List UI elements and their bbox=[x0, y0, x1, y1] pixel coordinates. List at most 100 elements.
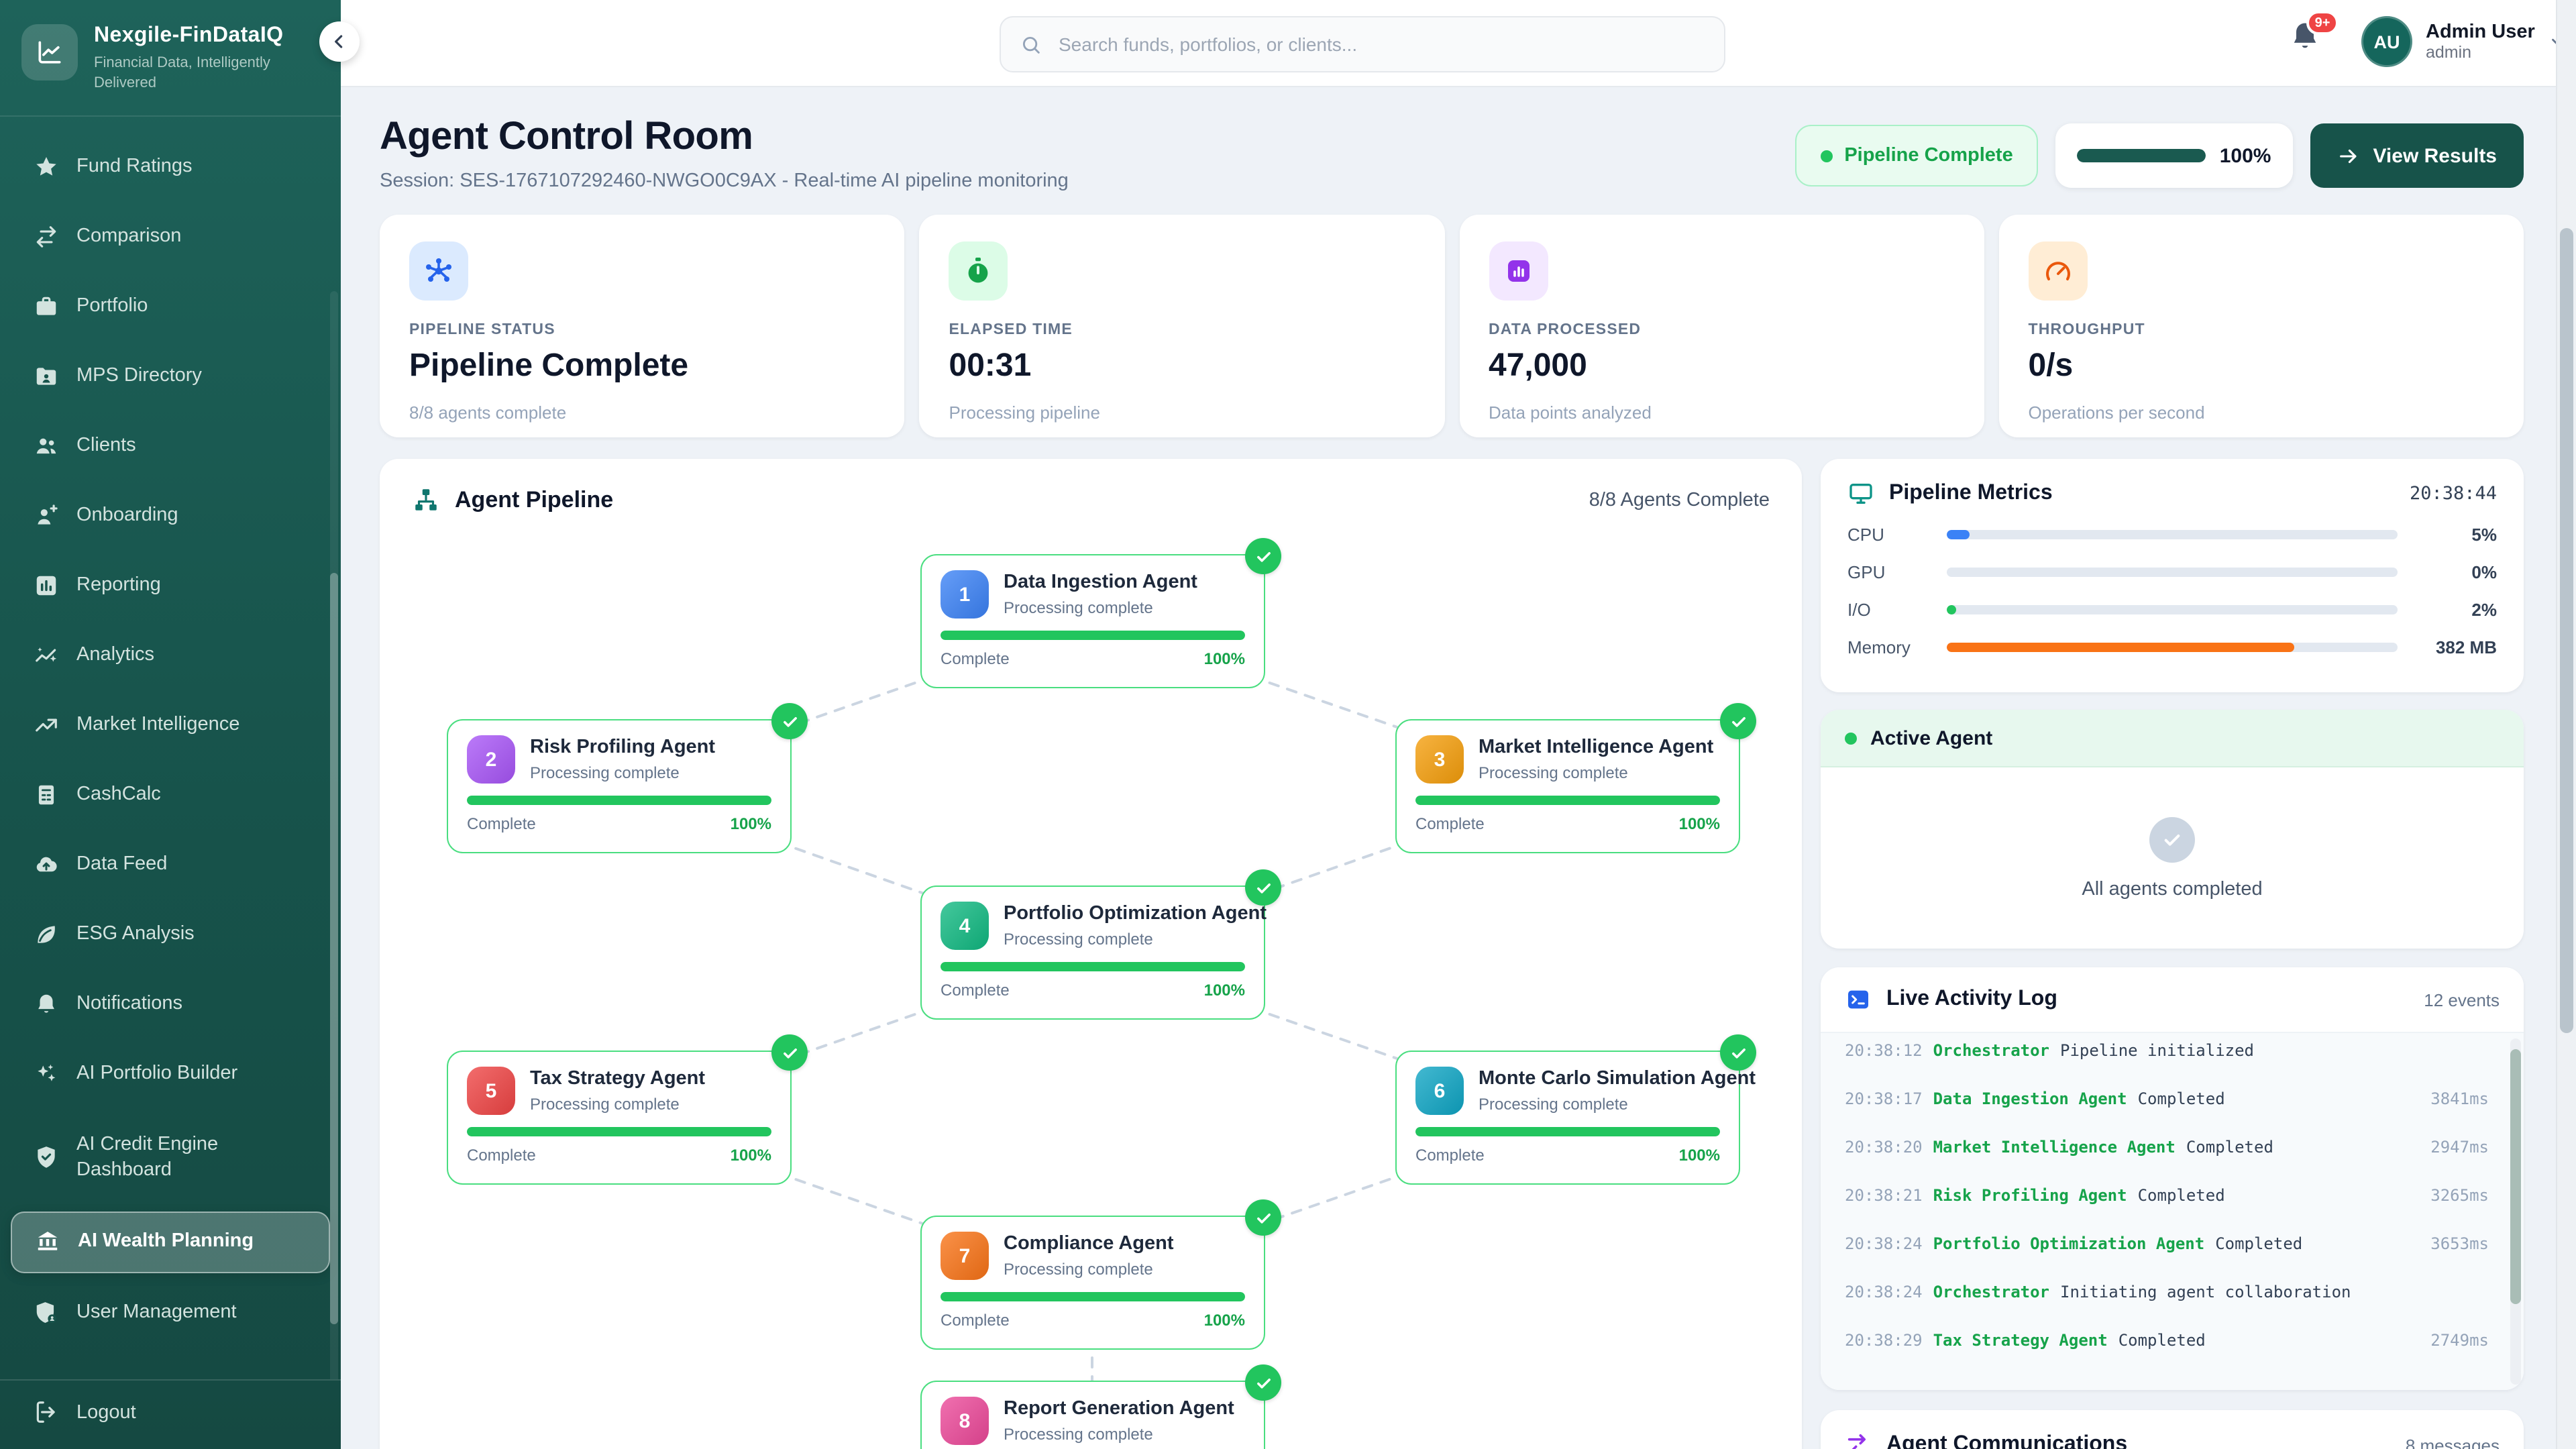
sidebar-item-clients[interactable]: Clients bbox=[11, 417, 330, 476]
bank-icon bbox=[34, 1229, 60, 1254]
cloud-upload-icon bbox=[32, 852, 59, 877]
log-entry: 20:38:29 Tax Strategy Agent Completed 2749m… bbox=[1845, 1331, 2489, 1350]
stopwatch-icon bbox=[949, 241, 1008, 301]
sidebar-item-ai-portfolio-builder[interactable]: AI Portfolio Builder bbox=[11, 1044, 330, 1104]
logout-icon bbox=[32, 1399, 59, 1425]
agent-number-badge: 5 bbox=[467, 1067, 515, 1115]
active-agent-panel: Active Agent All agents completed bbox=[1821, 710, 2524, 949]
status-dot bbox=[1820, 150, 1833, 162]
progress-fill bbox=[2077, 149, 2206, 162]
user-role: admin bbox=[2426, 43, 2472, 62]
calculator-icon bbox=[32, 782, 59, 808]
compare-arrows-icon bbox=[32, 224, 59, 250]
metric-row-gpu: GPU 0% bbox=[1847, 562, 2497, 582]
agent-number-badge: 4 bbox=[941, 902, 989, 950]
sidebar-scrollbar-thumb[interactable] bbox=[330, 572, 338, 1324]
check-circle-icon bbox=[1720, 1034, 1756, 1071]
agent-number-badge: 8 bbox=[941, 1397, 989, 1445]
agent-card-report-generation: 8 Report Generation Agent Processing comp… bbox=[920, 1364, 1281, 1449]
log-entry: 20:38:24 Portfolio Optimization Agent Comp… bbox=[1845, 1234, 2489, 1253]
log-scrollbar[interactable] bbox=[2510, 1038, 2521, 1385]
log-entry: 20:38:12 Orchestrator Pipeline initialized bbox=[1845, 1041, 2254, 1060]
brand-tagline: Financial Data, Intelligently Delivered bbox=[94, 55, 270, 91]
users-icon bbox=[32, 433, 59, 459]
folder-user-icon bbox=[32, 364, 59, 389]
progress-track bbox=[2077, 149, 2206, 162]
sidebar-item-cashcalc[interactable]: CashCalc bbox=[11, 765, 330, 824]
check-circle-icon bbox=[771, 1034, 808, 1071]
sidebar-scrollbar[interactable] bbox=[330, 290, 338, 1379]
search-icon bbox=[1020, 33, 1042, 56]
window-scrollbar[interactable] bbox=[2556, 0, 2576, 1449]
communications-count: 8 messages bbox=[2405, 1435, 2500, 1449]
chevron-left-icon bbox=[329, 31, 350, 52]
log-title: Live Activity Log bbox=[1886, 987, 2057, 1010]
sidebar-item-market-intelligence[interactable]: Market Intelligence bbox=[11, 696, 330, 755]
sidebar-item-portfolio[interactable]: Portfolio bbox=[11, 277, 330, 336]
search-input[interactable] bbox=[1056, 32, 1705, 56]
window-scrollbar-thumb[interactable] bbox=[2560, 228, 2573, 1033]
view-results-button[interactable]: View Results bbox=[2310, 123, 2524, 188]
global-search[interactable] bbox=[1000, 16, 1725, 72]
session-info: Session: SES-1767107292460-NWGO0C9AX - R… bbox=[380, 170, 1069, 192]
check-circle-icon bbox=[1245, 538, 1281, 574]
notifications-button[interactable]: 9+ bbox=[2288, 11, 2339, 67]
agent-number-badge: 1 bbox=[941, 570, 989, 619]
agent-communications-panel: Agent Communications 8 messages bbox=[1821, 1410, 2524, 1449]
sidebar-item-fund-ratings[interactable]: Fund Ratings bbox=[11, 138, 330, 197]
sidebar-item-ai-credit-engine-dashboard[interactable]: AI Credit Engine Dashboard bbox=[11, 1114, 330, 1200]
main-content: Agent Control Room Session: SES-17671072… bbox=[341, 86, 2576, 1449]
log-entry: 20:38:21 Risk Profiling Agent Completed 326… bbox=[1845, 1186, 2489, 1205]
check-circle-icon bbox=[1720, 703, 1756, 739]
sidebar-item-notifications[interactable]: Notifications bbox=[11, 975, 330, 1034]
sidebar-item-mps-directory[interactable]: MPS Directory bbox=[11, 347, 330, 406]
log-body[interactable]: 20:38:12 Orchestrator Pipeline initialized… bbox=[1821, 1032, 2524, 1390]
workflow-icon bbox=[412, 486, 440, 514]
active-agent-title: Active Agent bbox=[1870, 727, 1993, 749]
sidebar-item-data-feed[interactable]: Data Feed bbox=[11, 835, 330, 894]
stat-elapsed-time: ELAPSED TIME 00:31 Processing pipeline bbox=[919, 215, 1444, 437]
log-scrollbar-thumb[interactable] bbox=[2510, 1049, 2521, 1304]
bell-icon bbox=[32, 991, 59, 1017]
metrics-title: Pipeline Metrics bbox=[1889, 482, 2053, 504]
arrow-right-icon bbox=[2337, 144, 2359, 167]
stat-data-processed: DATA PROCESSED 47,000 Data points analyz… bbox=[1459, 215, 1984, 437]
pipeline-title: Agent Pipeline bbox=[412, 486, 613, 514]
sidebar-item-comparison[interactable]: Comparison bbox=[11, 207, 330, 266]
user-plus-icon bbox=[32, 503, 59, 529]
sidebar-collapse-button[interactable] bbox=[319, 21, 360, 62]
sparkles-icon bbox=[32, 1061, 59, 1087]
agent-card-market-intelligence: 3 Market Intelligence Agent Processing co… bbox=[1395, 703, 1756, 853]
sidebar-item-ai-wealth-planning[interactable]: AI Wealth Planning bbox=[11, 1211, 330, 1273]
agent-card-compliance: 7 Compliance Agent Processing complete Co… bbox=[920, 1199, 1281, 1350]
log-event-count: 12 events bbox=[2424, 989, 2500, 1010]
metric-row-cpu: CPU 5% bbox=[1847, 525, 2497, 545]
pipeline-metrics-panel: Pipeline Metrics 20:38:44 CPU 5% GPU 0% … bbox=[1821, 459, 2524, 692]
sidebar-item-reporting[interactable]: Reporting bbox=[11, 556, 330, 615]
star-icon bbox=[32, 154, 59, 180]
sidebar: Nexgile-FinDataIQ Financial Data, Intell… bbox=[0, 0, 341, 1449]
live-activity-log-panel: Live Activity Log 12 events 20:38:12 Orch… bbox=[1821, 967, 2524, 1390]
sidebar-item-analytics[interactable]: Analytics bbox=[11, 626, 330, 685]
pipeline-status-badge: Pipeline Complete bbox=[1794, 125, 2039, 186]
user-menu[interactable]: AU Admin User admin bbox=[2361, 16, 2569, 67]
agent-card-monte-carlo: 6 Monte Carlo Simulation Agent Processing… bbox=[1395, 1034, 1756, 1185]
trending-up-icon bbox=[32, 712, 59, 738]
user-name: Admin User bbox=[2426, 21, 2535, 43]
agent-number-badge: 3 bbox=[1415, 735, 1464, 784]
stat-cards: PIPELINE STATUS Pipeline Complete 8/8 ag… bbox=[380, 215, 2524, 437]
sidebar-item-onboarding[interactable]: Onboarding bbox=[11, 486, 330, 545]
trend-sparkle-icon bbox=[32, 643, 59, 668]
monitor-icon bbox=[1847, 480, 1874, 507]
agent-card-portfolio-optimization: 4 Portfolio Optimization Agent Processing… bbox=[920, 869, 1281, 1020]
avatar: AU bbox=[2361, 16, 2412, 67]
metric-row-io: I/O 2% bbox=[1847, 600, 2497, 620]
agent-number-badge: 6 bbox=[1415, 1067, 1464, 1115]
brand: Nexgile-FinDataIQ Financial Data, Intell… bbox=[0, 0, 341, 117]
sidebar-item-user-management[interactable]: User Management bbox=[11, 1283, 330, 1342]
shield-user-icon bbox=[32, 1300, 59, 1326]
communications-title: Agent Communications bbox=[1886, 1433, 2128, 1449]
logout-button[interactable]: Logout bbox=[0, 1379, 341, 1449]
sidebar-item-esg-analysis[interactable]: ESG Analysis bbox=[11, 905, 330, 964]
